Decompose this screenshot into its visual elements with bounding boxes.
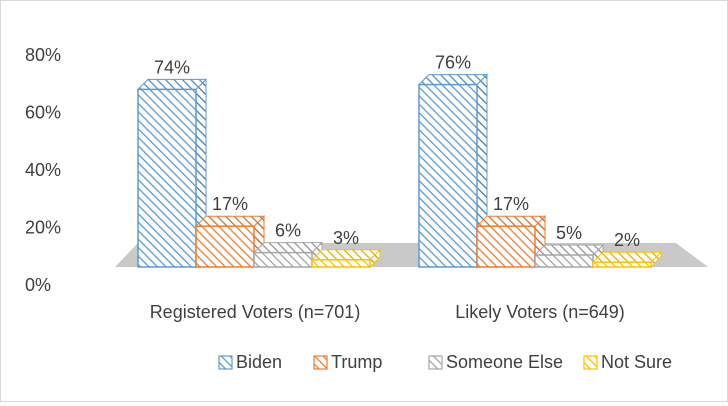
legend-swatch — [313, 355, 328, 370]
legend-item-someone-else: Someone Else — [428, 352, 563, 372]
data-label: 2% — [614, 230, 640, 250]
legend-label: Not Sure — [601, 352, 672, 372]
data-label: 76% — [435, 53, 471, 73]
y-tick-label: 20% — [25, 218, 61, 238]
bar-not-sure-2 — [591, 250, 663, 269]
legend-label: Biden — [236, 352, 282, 372]
data-label: 17% — [212, 194, 248, 214]
category-label: Likely Voters (n=649) — [455, 302, 625, 322]
legend-swatch — [218, 355, 233, 370]
y-tick-label: 80% — [25, 45, 61, 65]
bar-biden-1 — [136, 78, 208, 269]
data-label: 5% — [556, 223, 582, 243]
bar-someone-else-2 — [533, 243, 605, 269]
legend-swatch — [583, 355, 598, 370]
data-label: 6% — [275, 221, 301, 241]
data-label: 17% — [493, 194, 529, 214]
legend-swatch — [428, 355, 443, 370]
data-label: 3% — [333, 228, 359, 248]
data-label: 74% — [154, 57, 190, 77]
legend-label: Trump — [331, 352, 382, 372]
category-label: Registered Voters (n=701) — [150, 302, 361, 322]
legend-item-trump: Trump — [313, 352, 382, 372]
legend-item-not-sure: Not Sure — [583, 352, 672, 372]
legend-item-biden: Biden — [218, 352, 282, 372]
bar-trump-2 — [475, 214, 547, 269]
bar-not-sure-1 — [310, 248, 382, 269]
y-tick-label: 0% — [25, 275, 51, 295]
legend-label: Someone Else — [446, 352, 563, 372]
y-tick-label: 60% — [25, 103, 61, 123]
y-tick-label: 40% — [25, 160, 61, 180]
